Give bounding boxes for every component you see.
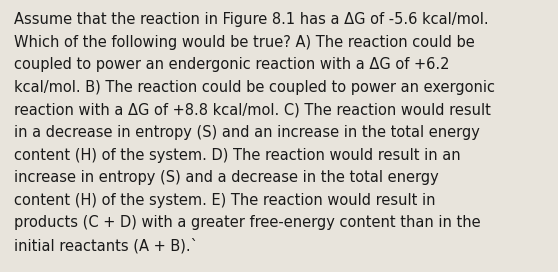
Text: Which of the following would be true? A) The reaction could be: Which of the following would be true? A)… xyxy=(14,35,475,50)
Text: kcal/mol. B) The reaction could be coupled to power an exergonic: kcal/mol. B) The reaction could be coupl… xyxy=(14,80,495,95)
Text: in a decrease in entropy (S) and an increase in the total energy: in a decrease in entropy (S) and an incr… xyxy=(14,125,480,140)
Text: content (H) of the system. E) The reaction would result in: content (H) of the system. E) The reacti… xyxy=(14,193,435,208)
Text: Assume that the reaction in Figure 8.1 has a ΔG of -5.6 kcal/mol.: Assume that the reaction in Figure 8.1 h… xyxy=(14,12,489,27)
Text: products (C + D) with a greater free-energy content than in the: products (C + D) with a greater free-ene… xyxy=(14,215,480,230)
Text: content (H) of the system. D) The reaction would result in an: content (H) of the system. D) The reacti… xyxy=(14,148,460,163)
Text: reaction with a ΔG of +8.8 kcal/mol. C) The reaction would result: reaction with a ΔG of +8.8 kcal/mol. C) … xyxy=(14,103,491,118)
Text: coupled to power an endergonic reaction with a ΔG of +6.2: coupled to power an endergonic reaction … xyxy=(14,57,449,72)
Text: initial reactants (A + B).`: initial reactants (A + B).` xyxy=(14,238,198,254)
Text: increase in entropy (S) and a decrease in the total energy: increase in entropy (S) and a decrease i… xyxy=(14,170,439,185)
